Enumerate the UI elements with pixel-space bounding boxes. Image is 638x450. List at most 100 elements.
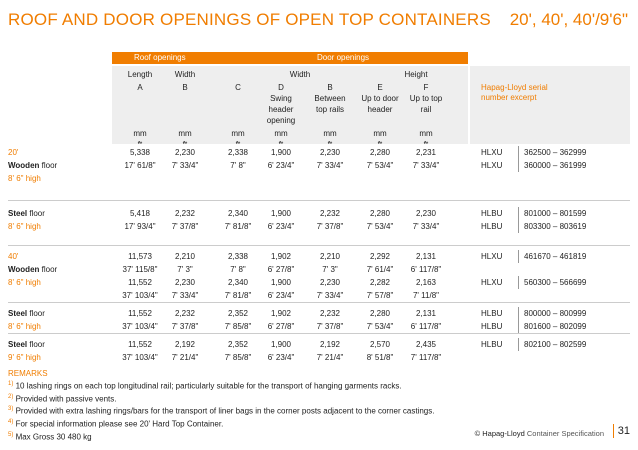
table-cell: 2,131 xyxy=(415,309,437,318)
serial-range: 800000 – 800999 xyxy=(524,309,587,318)
unit-mm: mm xyxy=(274,129,288,138)
table-cell: 7' 3" xyxy=(322,265,338,274)
unit-mm: mm xyxy=(373,129,387,138)
table-cell: 2,338 xyxy=(227,252,249,261)
unit-mm: mm xyxy=(178,129,192,138)
serial-prefix: HLBU xyxy=(481,322,503,331)
serial-range: 803300 – 803619 xyxy=(524,222,587,231)
col-length-label: Length xyxy=(127,70,153,79)
table-cell: 11,552 xyxy=(128,340,152,349)
row-separator xyxy=(8,200,630,201)
serial-prefix: HLBU xyxy=(481,209,503,218)
table-cell: 11,552 xyxy=(128,309,152,318)
table-cell: 37' 103/4" xyxy=(122,291,158,300)
row-separator xyxy=(8,245,630,246)
row-group xyxy=(8,203,630,225)
remark-item: 5) Max Gross 30 480 kg xyxy=(8,431,92,442)
table-cell: 37' 103/4" xyxy=(122,322,158,331)
serial-range: 801600 – 802099 xyxy=(524,322,587,331)
unit-mm: mm xyxy=(133,129,147,138)
table-cell: 2,210 xyxy=(319,252,341,261)
serial-header-background xyxy=(470,66,630,157)
table-cell: 2,340 xyxy=(227,209,249,218)
table-cell: 7' 33/4" xyxy=(316,161,344,170)
col-F: F xyxy=(423,83,429,92)
table-cell: 11,552 xyxy=(128,278,152,287)
table-cell: 2,232 xyxy=(319,209,341,218)
table-cell: 2,210 xyxy=(174,252,196,261)
table-cell: 6' 23/4" xyxy=(267,222,295,231)
table-cell: 2,231 xyxy=(415,148,437,157)
table-cell: 6' 23/4" xyxy=(267,291,295,300)
serial-divider xyxy=(518,276,519,289)
table-cell: 2,292 xyxy=(369,252,391,261)
serial-divider xyxy=(518,220,519,233)
table-cell: 5,338 xyxy=(129,148,151,157)
table-cell: 7' 85/8" xyxy=(224,353,252,362)
row-label: Steel floor xyxy=(8,309,45,318)
column-header-background xyxy=(112,66,468,157)
remarks: REMARKS 1) 10 lashing rings on each top … xyxy=(8,368,434,442)
row-group xyxy=(8,305,630,327)
table-cell: 37' 103/4" xyxy=(122,353,158,362)
unit-mm: mm xyxy=(419,129,433,138)
col-C: C xyxy=(235,83,241,92)
table-cell: 7' 11/8" xyxy=(412,291,439,300)
col-B2: B xyxy=(327,83,333,92)
unit-mm: mm xyxy=(231,129,245,138)
table-cell: 2,280 xyxy=(369,209,391,218)
serial-divider xyxy=(518,320,519,333)
serial-prefix: HLXU xyxy=(481,161,503,170)
table-cell: 7' 21/4" xyxy=(171,353,199,362)
table-cell: 7' 21/4" xyxy=(316,353,344,362)
table-cell: 2,282 xyxy=(369,278,391,287)
table-cell: 7' 3" xyxy=(177,265,193,274)
table-cell: 6' 27/8" xyxy=(267,322,295,331)
remark-item: 1) 10 lashing rings on each top longitud… xyxy=(8,381,402,391)
row-label: 8' 6" high xyxy=(8,322,41,331)
row-label: Wooden floor xyxy=(8,161,58,170)
table-cell: 1,900 xyxy=(270,340,292,349)
row-separator xyxy=(8,302,630,303)
table-cell: 8' 51/8" xyxy=(366,353,394,362)
table-cell: 7' 53/4" xyxy=(366,322,394,331)
serial-divider xyxy=(518,159,519,172)
serial-prefix: HLXU xyxy=(481,148,503,157)
table-cell: 5,418 xyxy=(129,209,151,218)
table-cell: 7' 85/8" xyxy=(224,322,252,331)
serial-prefix: HLBU xyxy=(481,340,503,349)
col-D-sub: Swing header opening xyxy=(266,94,296,125)
table-cell: 2,232 xyxy=(319,309,341,318)
table-cell: 7' 117/8" xyxy=(410,353,442,362)
col-B: B xyxy=(182,83,188,92)
table-cell: 7' 37/8" xyxy=(171,222,199,231)
table-cell: 6' 23/4" xyxy=(267,161,295,170)
footer-brand: © Hapag-Lloyd xyxy=(474,429,525,438)
table-cell: 2,352 xyxy=(227,309,249,318)
row-label: 9' 6" high xyxy=(8,353,41,362)
table-cell: 7' 33/4" xyxy=(412,161,440,170)
door-openings-label: Door openings xyxy=(317,53,370,62)
serial-divider xyxy=(518,307,519,320)
table-cell: 2,338 xyxy=(227,148,249,157)
serial-prefix: HLXU xyxy=(481,278,503,287)
table-cell: 2,280 xyxy=(369,309,391,318)
remark-item: 2) Provided with passive vents. xyxy=(8,393,117,404)
col-E-sub: Up to door header xyxy=(361,94,399,114)
table-cell: 11,573 xyxy=(128,252,152,261)
table-cell: 1,902 xyxy=(270,309,292,318)
serial-prefix: HLXU xyxy=(481,252,503,261)
table-cell: 7' 33/4" xyxy=(412,222,440,231)
remark-item: 3) Provided with extra lashing rings/bar… xyxy=(8,406,435,416)
table-cell: 7' 81/8" xyxy=(224,222,252,231)
row-label: 8' 6" high xyxy=(8,278,41,287)
table-cell: 2,570 xyxy=(369,340,391,349)
col-E: E xyxy=(377,83,383,92)
footer-spec: Container Specification xyxy=(526,429,604,438)
table-cell: 7' 33/4" xyxy=(171,161,199,170)
openings-header-band: Roof openings Door openings xyxy=(112,52,468,64)
serial-divider xyxy=(518,146,519,159)
unit-mm: mm xyxy=(323,129,337,138)
row-group xyxy=(8,144,630,186)
row-group xyxy=(8,336,630,358)
